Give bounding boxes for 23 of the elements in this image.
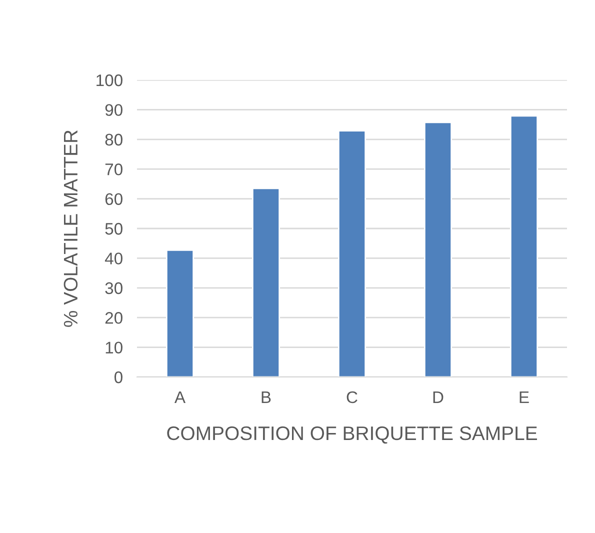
x-tick-label: C — [346, 391, 358, 404]
y-tick-label: 30 — [105, 282, 122, 294]
x-tick-label: E — [520, 392, 529, 403]
y-tick-label: 90 — [105, 104, 122, 116]
y-tick-label: 40 — [104, 252, 122, 264]
y-tick-label: 100 — [96, 74, 122, 86]
y-tick-label: 80 — [105, 134, 122, 146]
y-tick-label: 60 — [105, 193, 122, 206]
bar — [166, 249, 194, 377]
x-tick-label: D — [433, 392, 444, 403]
x-axis-title: COMPOSITION OF BRIQUETTE SAMPLE — [167, 426, 537, 444]
bar — [338, 130, 366, 377]
y-tick-label: 0 — [114, 371, 122, 384]
y-tick-label: 10 — [106, 342, 122, 354]
x-tick-label: A — [174, 392, 186, 403]
bar — [252, 188, 280, 377]
y-axis-title: % VOLATILE MATTER — [64, 130, 78, 327]
x-tick-label: B — [262, 392, 271, 403]
y-tick-label: 70 — [105, 164, 122, 176]
bar — [510, 115, 538, 377]
y-tick-label: 20 — [105, 312, 122, 324]
bar — [424, 122, 452, 377]
y-tick-label: 50 — [105, 222, 122, 235]
